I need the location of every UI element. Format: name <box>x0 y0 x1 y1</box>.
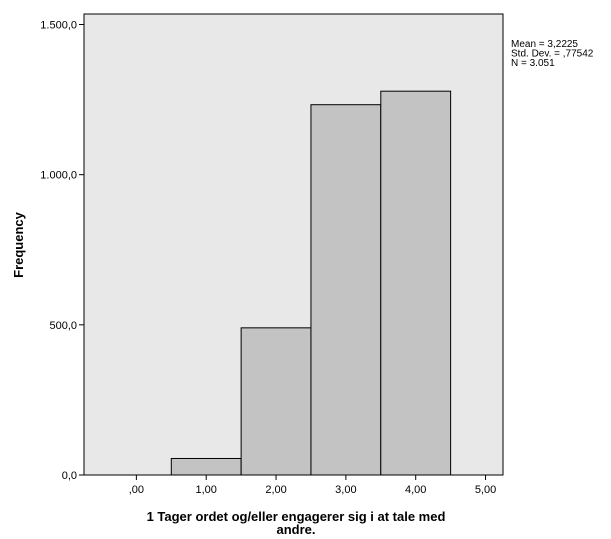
histogram-bar <box>170 457 242 476</box>
y-axis-title: Frequency <box>11 211 26 278</box>
x-tick-label: 5,00 <box>475 484 496 496</box>
x-tick-label: 2,00 <box>265 484 286 496</box>
x-axis-title-line-2: andre. <box>276 522 315 537</box>
bars-group <box>170 90 452 476</box>
y-tick-label: 1.000,0 <box>40 170 77 182</box>
x-axis-title-line-1: 1 Tager ordet og/eller engagerer sig i a… <box>147 509 446 524</box>
stats-line: Std. Dev. = ,77542 <box>511 49 594 60</box>
histogram-bar <box>380 90 452 476</box>
x-axis: ,00 1,00 2,00 3,00 4,00 5,00 <box>129 475 496 496</box>
stats-line: Mean = 3,2225 <box>511 39 578 50</box>
x-tick-label: 1,00 <box>195 484 216 496</box>
y-tick-label: 1.500,0 <box>40 20 77 32</box>
x-tick-label: 3,00 <box>335 484 356 496</box>
stats-line: N = 3.051 <box>511 58 555 69</box>
y-tick-label: 0,0 <box>62 470 77 482</box>
histogram-bar <box>310 104 382 476</box>
x-tick-label: ,00 <box>129 484 144 496</box>
y-tick-label: 500,0 <box>49 320 77 332</box>
y-axis: 0,0 500,0 1.000,0 1.500,0 <box>40 20 84 482</box>
x-tick-label: 4,00 <box>405 484 426 496</box>
histogram-bar <box>240 327 312 476</box>
